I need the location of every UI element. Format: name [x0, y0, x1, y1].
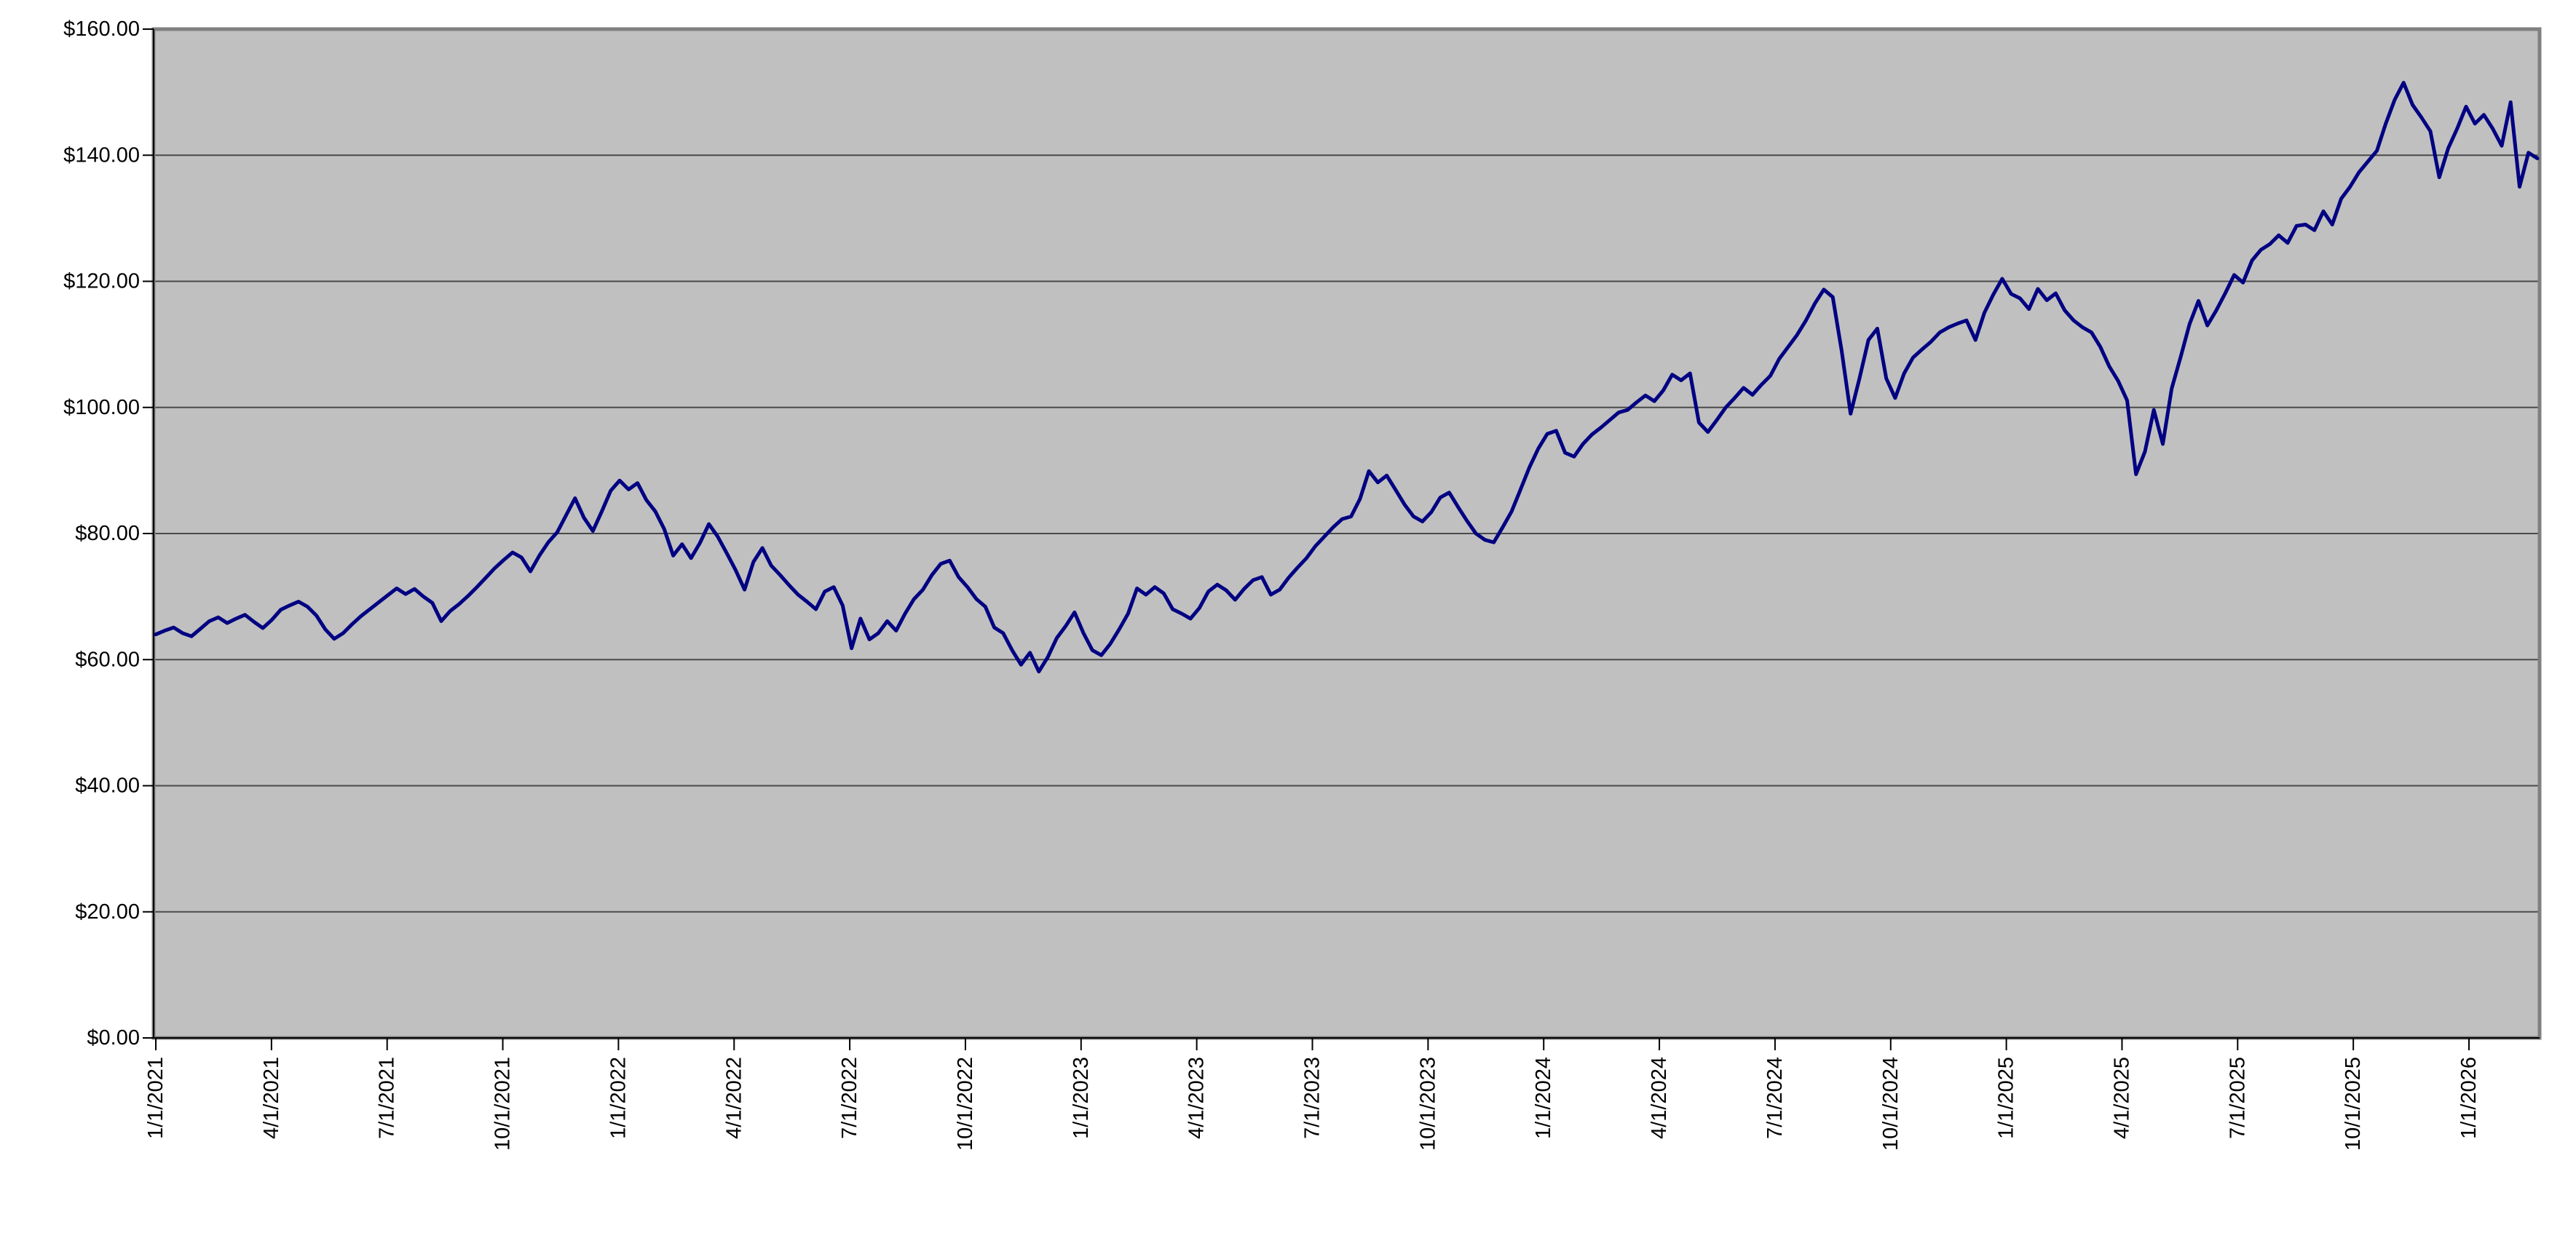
x-axis-tick-label: 1/1/2024 — [1532, 1057, 1555, 1139]
y-axis-tick-label: $60.00 — [75, 648, 140, 671]
y-axis-labels: $0.00 $20.00 $40.00 $60.00 $80.00 $100.00 $120… — [63, 17, 140, 1050]
x-axis-tick-label: 10/1/2023 — [1416, 1057, 1439, 1151]
y-axis-tick-label: $120.00 — [63, 270, 140, 293]
x-axis-tick-label: 4/1/2022 — [722, 1057, 746, 1139]
data-series-line — [154, 81, 2540, 674]
y-axis-tick-label: $40.00 — [75, 774, 140, 798]
x-axis-tick-label: 7/1/2024 — [1763, 1057, 1787, 1139]
x-axis-tick-label: 1/1/2026 — [2457, 1057, 2481, 1139]
y-axis-tick-label: $100.00 — [63, 396, 140, 419]
x-axis-tick-label: 7/1/2023 — [1301, 1057, 1324, 1139]
y-axis-tick-label: $80.00 — [75, 522, 140, 545]
x-axis-tick-label: 4/1/2023 — [1185, 1057, 1209, 1139]
gridlines — [154, 154, 2540, 913]
x-axis-tick-label: 7/1/2022 — [838, 1057, 861, 1139]
y-axis-tick-label: $20.00 — [75, 900, 140, 924]
x-axis-tick-label: 4/1/2025 — [2110, 1057, 2133, 1139]
y-axis-ticks — [143, 28, 154, 1039]
x-axis-tick-label: 4/1/2021 — [260, 1057, 283, 1139]
x-axis-tick-label: 4/1/2024 — [1648, 1057, 1671, 1139]
y-axis-tick-label: $160.00 — [63, 17, 140, 41]
y-axis-tick-label: $140.00 — [63, 143, 140, 167]
y-axis-tick-label: $0.00 — [87, 1026, 140, 1050]
x-axis-tick-label: 7/1/2025 — [2226, 1057, 2249, 1139]
x-axis-ticks — [155, 1038, 2470, 1050]
x-axis-tick-label: 10/1/2025 — [2342, 1057, 2365, 1151]
x-axis-tick-label: 10/1/2024 — [1879, 1057, 1903, 1151]
x-axis-tick-label: 1/1/2022 — [607, 1057, 630, 1139]
x-axis-tick-label: 1/1/2025 — [1995, 1057, 2018, 1139]
x-axis-tick-label: 10/1/2022 — [954, 1057, 977, 1151]
x-axis-tick-label: 7/1/2021 — [376, 1057, 399, 1139]
x-axis-labels: 1/1/2021 4/1/2021 7/1/2021 10/1/2021 1/1/202… — [144, 1057, 2481, 1151]
x-axis-tick-label: 1/1/2023 — [1070, 1057, 1093, 1139]
x-axis-tick-label: 10/1/2021 — [491, 1057, 515, 1151]
x-axis-tick-label: 1/1/2021 — [144, 1057, 167, 1139]
